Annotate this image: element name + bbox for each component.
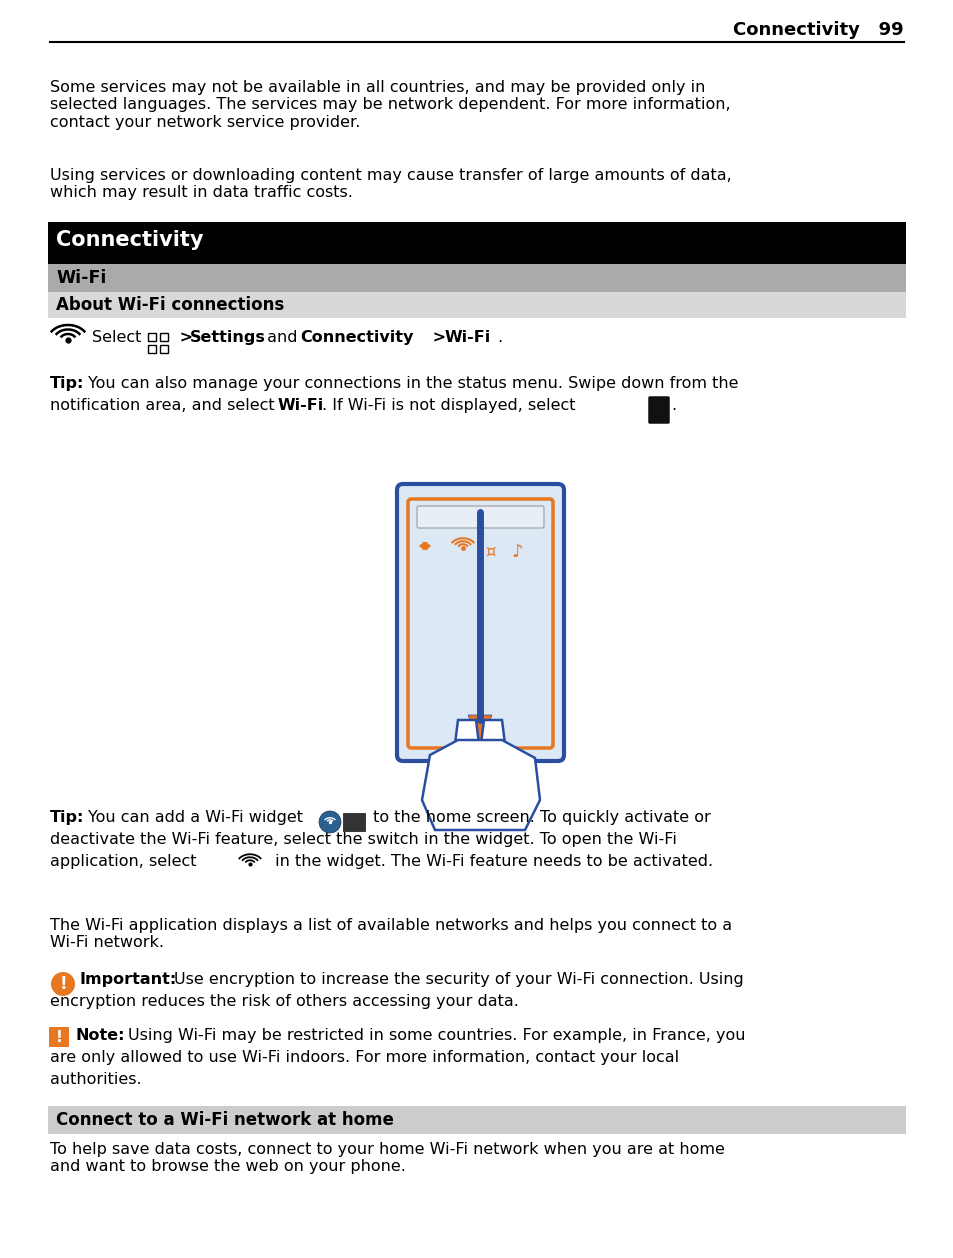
FancyBboxPatch shape bbox=[408, 499, 553, 749]
FancyBboxPatch shape bbox=[49, 1027, 69, 1047]
Text: Wi-Fi: Wi-Fi bbox=[444, 330, 491, 345]
FancyBboxPatch shape bbox=[396, 484, 563, 761]
Text: Using Wi-Fi may be restricted in some countries. For example, in France, you: Using Wi-Fi may be restricted in some co… bbox=[128, 1028, 744, 1043]
Text: Wi-Fi: Wi-Fi bbox=[277, 398, 324, 413]
Text: !: ! bbox=[59, 975, 67, 993]
Text: ♪: ♪ bbox=[511, 543, 522, 561]
Bar bbox=[48, 264, 905, 292]
Text: Note:: Note: bbox=[76, 1028, 126, 1043]
Text: Tip:: Tip: bbox=[50, 376, 84, 391]
Bar bbox=[48, 221, 905, 264]
Text: .: . bbox=[670, 398, 676, 413]
Circle shape bbox=[318, 811, 340, 833]
Text: Important:: Important: bbox=[80, 972, 177, 988]
Text: You can also manage your connections in the status menu. Swipe down from the: You can also manage your connections in … bbox=[88, 376, 738, 391]
Text: and: and bbox=[262, 330, 302, 345]
Bar bbox=[148, 345, 156, 353]
Text: Connectivity   99: Connectivity 99 bbox=[733, 21, 903, 39]
FancyBboxPatch shape bbox=[648, 396, 669, 424]
Text: Some services may not be available in all countries, and may be provided only in: Some services may not be available in al… bbox=[50, 81, 730, 130]
Text: To help save data costs, connect to your home Wi-Fi network when you are at home: To help save data costs, connect to your… bbox=[50, 1142, 724, 1175]
Text: Wi-Fi: Wi-Fi bbox=[56, 269, 107, 287]
Bar bbox=[343, 813, 365, 832]
Text: Select: Select bbox=[91, 330, 147, 345]
Polygon shape bbox=[421, 740, 539, 830]
Text: application, select: application, select bbox=[50, 854, 196, 869]
Circle shape bbox=[51, 972, 75, 996]
Bar bbox=[160, 345, 168, 353]
Text: Connect to a Wi-Fi network at home: Connect to a Wi-Fi network at home bbox=[56, 1111, 394, 1128]
Text: The Wi-Fi application displays a list of available networks and helps you connec: The Wi-Fi application displays a list of… bbox=[50, 918, 731, 950]
Text: Connectivity: Connectivity bbox=[299, 330, 413, 345]
FancyBboxPatch shape bbox=[416, 506, 543, 528]
Text: .: . bbox=[497, 330, 501, 345]
Bar bbox=[48, 1106, 905, 1133]
Text: Using services or downloading content may cause transfer of large amounts of dat: Using services or downloading content ma… bbox=[50, 169, 731, 200]
Text: >: > bbox=[427, 330, 452, 345]
Bar bbox=[160, 333, 168, 341]
Text: Settings: Settings bbox=[190, 330, 266, 345]
Text: encryption reduces the risk of others accessing your data.: encryption reduces the risk of others ac… bbox=[50, 994, 518, 1009]
Text: in the widget. The Wi-Fi feature needs to be activated.: in the widget. The Wi-Fi feature needs t… bbox=[270, 854, 713, 869]
Polygon shape bbox=[478, 720, 506, 810]
Text: . If Wi-Fi is not displayed, select: . If Wi-Fi is not displayed, select bbox=[322, 398, 575, 413]
Text: Use encryption to increase the security of your Wi-Fi connection. Using: Use encryption to increase the security … bbox=[173, 972, 743, 988]
Bar bbox=[148, 333, 156, 341]
Text: About Wi-Fi connections: About Wi-Fi connections bbox=[56, 296, 284, 314]
Text: notification area, and select: notification area, and select bbox=[50, 398, 279, 413]
Text: authorities.: authorities. bbox=[50, 1072, 141, 1087]
Text: !: ! bbox=[55, 1029, 62, 1044]
Polygon shape bbox=[453, 720, 480, 810]
Text: to the home screen. To quickly activate or: to the home screen. To quickly activate … bbox=[368, 810, 710, 825]
Text: Tip:: Tip: bbox=[50, 810, 84, 825]
Text: Connectivity: Connectivity bbox=[56, 230, 203, 250]
Bar bbox=[48, 292, 905, 318]
Text: ¤: ¤ bbox=[485, 543, 496, 561]
Text: are only allowed to use Wi-Fi indoors. For more information, contact your local: are only allowed to use Wi-Fi indoors. F… bbox=[50, 1050, 679, 1066]
Text: >: > bbox=[173, 330, 198, 345]
Text: deactivate the Wi-Fi feature, select the switch in the widget. To open the Wi-Fi: deactivate the Wi-Fi feature, select the… bbox=[50, 832, 677, 847]
Text: You can add a Wi-Fi widget: You can add a Wi-Fi widget bbox=[88, 810, 303, 825]
Polygon shape bbox=[468, 715, 492, 745]
